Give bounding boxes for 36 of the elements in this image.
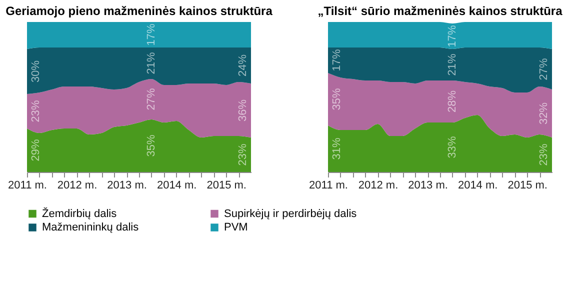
x-tick-label: 2013 m. (107, 180, 147, 192)
x-tick-label: 2015 m. (508, 180, 548, 192)
data-label: 23% (538, 144, 550, 166)
data-label: 17% (145, 24, 158, 46)
x-tick-label: 2013 m. (408, 180, 448, 192)
data-label: 35% (145, 134, 158, 157)
legend-label: Mažmenininkų dalis (42, 222, 140, 234)
x-tick-label: 2011 m. (8, 180, 47, 192)
legend-label: Supirkėjų ir perdirbėjų dalis (224, 208, 358, 220)
data-label: 23% (237, 144, 249, 166)
data-label: 35% (331, 88, 343, 110)
data-label: 32% (538, 102, 550, 125)
data-label: 17% (331, 49, 343, 72)
legend-label: Žemdirbių dalis (42, 206, 118, 220)
data-label: 24% (237, 54, 249, 77)
data-label: 29% (30, 139, 42, 162)
data-label: 21% (145, 52, 158, 74)
data-label: 33% (446, 136, 458, 158)
legend-label: PVM (224, 222, 248, 234)
data-label: 31% (331, 138, 343, 160)
data-label: 21% (446, 54, 458, 76)
x-tick-label: 2014 m. (458, 180, 498, 192)
chart-title: „Tilsit“ sūrio mažmeninės kainos struktūra (318, 4, 563, 18)
data-label: 30% (30, 60, 42, 83)
data-label: 17% (446, 25, 458, 48)
data-label: 36% (237, 99, 249, 122)
data-label: 23% (30, 100, 42, 122)
x-tick-label: 2012 m. (57, 180, 98, 192)
x-tick-label: 2011 m. (309, 180, 348, 192)
data-label: 27% (538, 58, 550, 80)
x-tick-label: 2014 m. (156, 180, 197, 192)
chart-title: Geriamojo pieno mažmeninės kainos struktūra (6, 4, 273, 18)
x-tick-label: 2012 m. (358, 180, 398, 192)
data-label: 27% (145, 88, 158, 110)
x-tick-label: 2015 m. (206, 180, 246, 192)
data-label: 28% (446, 90, 458, 113)
